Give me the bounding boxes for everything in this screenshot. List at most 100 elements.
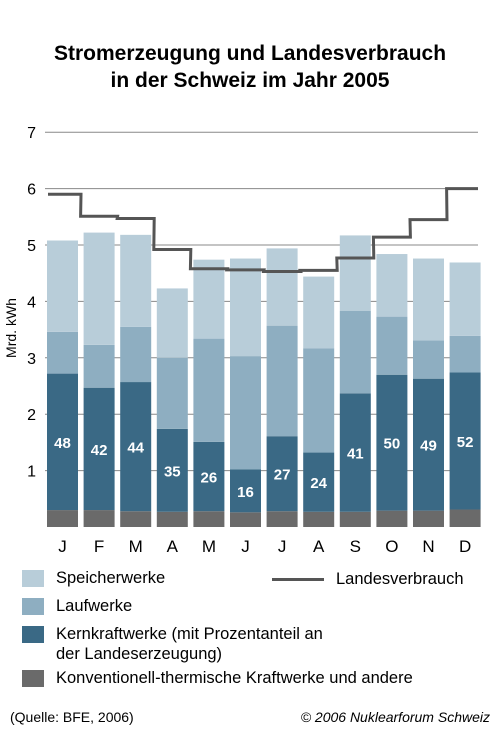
bar-konventionell-10 <box>376 510 408 527</box>
bar-speicherwerke-3 <box>120 234 152 327</box>
percent-label-8: 24 <box>310 475 327 492</box>
y-axis-label: Mrd. kWh <box>3 298 19 358</box>
bar-speicherwerke-10 <box>376 254 408 317</box>
y-tick-label-7: 7 <box>27 125 36 142</box>
y-tick-label-1: 1 <box>27 464 36 481</box>
percent-label-9: 41 <box>347 446 364 463</box>
y-tick-label-5: 5 <box>27 238 36 255</box>
bar-speicherwerke-6 <box>230 258 261 357</box>
bar-konventionell-12 <box>449 509 481 527</box>
bar-laufwerke-4 <box>156 357 188 429</box>
x-tick-label-7: J <box>278 537 287 556</box>
x-tick-label-6: J <box>241 537 250 556</box>
x-tick-label-12: D <box>459 537 471 556</box>
percent-label-2: 42 <box>91 442 108 459</box>
bar-kernkraftwerke-6 <box>230 469 261 513</box>
x-tick-label-3: M <box>129 537 143 556</box>
bar-speicherwerke-9 <box>339 235 371 311</box>
bar-laufwerke-12 <box>449 335 481 373</box>
percent-label-3: 44 <box>127 440 144 457</box>
bar-laufwerke-7 <box>266 325 298 437</box>
bars <box>47 232 481 527</box>
copyright-note: © 2006 Nuklearforum Schweiz <box>300 709 490 725</box>
legend-item-kernkraftwerke: Kernkraftwerke (mit Prozentanteil an der… <box>22 624 323 664</box>
legend-item-laufwerke: Laufwerke <box>22 596 132 616</box>
legend-item-landesverbrauch: Landesverbrauch <box>272 569 464 589</box>
chart-area: 1 2 3 4 5 6 7 Mrd. kWh 48 42 44 35 26 16 27 24 41 50 49 5… <box>3 125 481 556</box>
bar-kernkraftwerke-10 <box>376 374 408 511</box>
x-tick-label-10: O <box>385 537 398 556</box>
percent-label-4: 35 <box>164 463 181 480</box>
bar-kernkraftwerke-7 <box>266 436 298 512</box>
bar-speicherwerke-12 <box>449 262 481 336</box>
x-tick-label-4: A <box>167 537 179 556</box>
bar-kernkraftwerke-1 <box>47 373 78 511</box>
bar-konventionell-2 <box>83 510 115 527</box>
percent-label-6: 16 <box>237 484 254 501</box>
bar-kernkraftwerke-11 <box>413 378 444 511</box>
consumption-line-path <box>48 187 478 274</box>
bar-konventionell-1 <box>47 510 78 527</box>
chart-title: Stromerzeugung und Landesverbrauch in de… <box>0 40 500 94</box>
legend-label-landesverbrauch: Landesverbrauch <box>336 570 464 588</box>
consumption-line <box>48 187 478 274</box>
y-tick-label-2: 2 <box>27 407 36 424</box>
bar-speicherwerke-4 <box>156 288 188 358</box>
chart-title-line2: in der Schweiz im Jahr 2005 <box>110 69 390 92</box>
bar-speicherwerke-5 <box>193 259 225 339</box>
bar-konventionell-3 <box>120 511 152 527</box>
bar-laufwerke-8 <box>303 348 335 453</box>
y-tick-label-3: 3 <box>27 351 36 368</box>
bar-konventionell-11 <box>413 510 444 527</box>
x-tick-label-11: N <box>422 537 434 556</box>
legend-label-kernkraftwerke-line1: Kernkraftwerke (mit Prozentanteil an <box>56 625 323 643</box>
bar-konventionell-8 <box>303 511 335 527</box>
bar-kernkraftwerke-5 <box>193 441 225 512</box>
bar-kernkraftwerke-8 <box>303 452 335 512</box>
legend-item-konventionell: Konventionell-thermische Kraftwerke und … <box>22 668 413 688</box>
y-tick-label-4: 4 <box>27 294 36 311</box>
bar-konventionell-5 <box>193 511 225 527</box>
bar-speicherwerke-1 <box>47 240 78 332</box>
bar-laufwerke-1 <box>47 331 78 374</box>
legend-line-landesverbrauch <box>272 577 324 581</box>
source-note: (Quelle: BFE, 2006) <box>10 709 134 725</box>
bar-kernkraftwerke-2 <box>83 387 115 511</box>
legend-label-kernkraftwerke-line2: der Landeserzeugung) <box>56 645 223 663</box>
x-tick-label-2: F <box>94 537 104 556</box>
legend-label-speicherwerke: Speicherwerke <box>56 569 166 587</box>
percent-label-12: 52 <box>457 434 474 451</box>
x-tick-label-9: S <box>350 537 361 556</box>
bar-laufwerke-6 <box>230 356 261 470</box>
bar-kernkraftwerke-9 <box>339 393 371 512</box>
x-tick-label-1: J <box>58 537 67 556</box>
y-tick-label-6: 6 <box>27 182 36 199</box>
legend-label-kernkraftwerke: Kernkraftwerke (mit Prozentanteil an der… <box>56 624 323 664</box>
x-tick-label-8: A <box>313 537 325 556</box>
bar-speicherwerke-2 <box>83 232 115 345</box>
legend-swatch-laufwerke <box>22 598 44 615</box>
bar-laufwerke-3 <box>120 326 152 383</box>
bar-konventionell-7 <box>266 511 298 527</box>
bar-laufwerke-11 <box>413 340 444 379</box>
bar-konventionell-4 <box>156 511 188 527</box>
legend-swatch-kernkraftwerke <box>22 626 44 643</box>
bar-laufwerke-2 <box>83 344 115 388</box>
percent-label-1: 48 <box>54 435 71 452</box>
percent-label-10: 50 <box>384 436 401 453</box>
bar-speicherwerke-7 <box>266 248 298 326</box>
legend-label-konventionell: Konventionell-thermische Kraftwerke und … <box>56 669 413 687</box>
bar-konventionell-9 <box>339 511 371 527</box>
bar-laufwerke-9 <box>339 310 371 394</box>
percent-label-5: 26 <box>201 470 218 487</box>
chart-title-line1: Stromerzeugung und Landesverbrauch <box>53 42 447 65</box>
x-tick-label-5: M <box>202 537 216 556</box>
bar-speicherwerke-11 <box>413 258 444 341</box>
bar-konventionell-6 <box>230 512 261 527</box>
bar-speicherwerke-8 <box>303 276 335 349</box>
bar-kernkraftwerke-4 <box>156 428 188 512</box>
bar-laufwerke-5 <box>193 338 225 442</box>
legend-item-speicherwerke: Speicherwerke <box>22 568 165 588</box>
bar-kernkraftwerke-3 <box>120 382 152 512</box>
